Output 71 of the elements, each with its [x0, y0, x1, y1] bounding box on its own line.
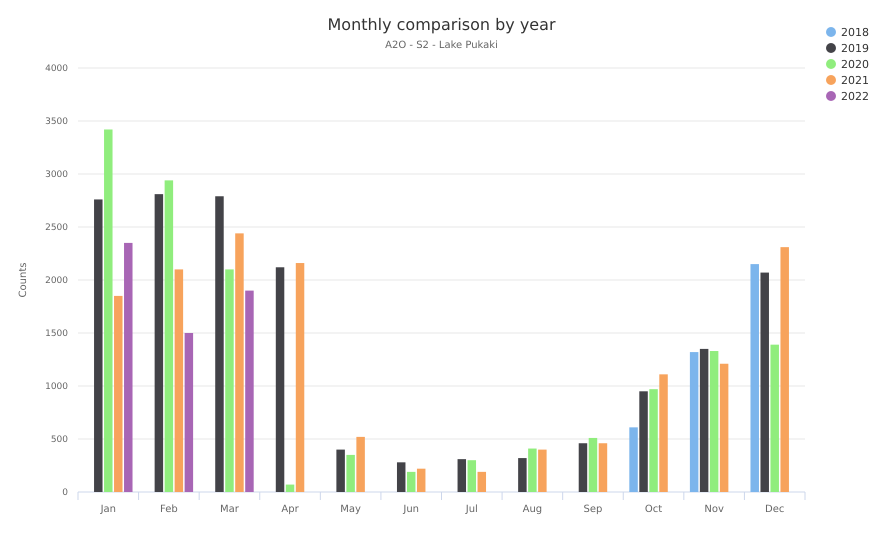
y-tick-label: 2500 — [45, 223, 68, 233]
bar — [94, 199, 103, 492]
x-tick-label: Sep — [584, 504, 602, 515]
bar — [396, 462, 406, 492]
bar — [286, 484, 294, 492]
y-tick-label: 3000 — [45, 170, 68, 180]
bar — [154, 194, 164, 492]
bar — [346, 454, 355, 492]
legend-label: 2022 — [841, 90, 869, 103]
x-tick-label: May — [340, 504, 362, 515]
bar — [468, 460, 476, 492]
y-axis-title: Counts — [18, 262, 29, 298]
bar — [406, 472, 416, 492]
bar — [700, 348, 708, 492]
bar — [659, 374, 668, 492]
legend-label: 2021 — [841, 74, 869, 87]
y-tick-label: 2000 — [45, 276, 68, 286]
bar — [690, 352, 698, 492]
bar — [174, 269, 184, 492]
x-tick-label: Oct — [644, 504, 662, 515]
bar — [518, 458, 527, 492]
bar — [184, 333, 194, 492]
chart-subtitle: A2O - S2 - Lake Pukaki — [385, 40, 498, 51]
bar — [215, 196, 224, 492]
bar — [336, 450, 345, 492]
bar — [356, 436, 365, 492]
bar — [245, 290, 254, 492]
x-tick-label: Feb — [160, 504, 178, 515]
bar — [578, 443, 588, 492]
bar — [235, 233, 244, 492]
bar — [639, 391, 648, 492]
y-tick-label: 1000 — [45, 382, 68, 392]
bar — [710, 351, 718, 492]
bar — [780, 247, 789, 492]
x-tick-label: Aug — [522, 504, 542, 515]
bar — [629, 427, 638, 492]
x-tick-label: Mar — [220, 504, 240, 515]
bar — [458, 459, 466, 492]
y-tick-label: 500 — [50, 435, 68, 445]
bar — [114, 296, 123, 492]
bar — [598, 443, 608, 492]
x-tick-label: Apr — [281, 504, 300, 515]
y-tick-label: 0 — [62, 488, 68, 498]
x-tick-label: Nov — [704, 504, 724, 515]
y-tick-label: 3500 — [45, 117, 68, 127]
legend-label: 2019 — [841, 42, 869, 55]
bar — [538, 450, 547, 492]
x-tick-label: Dec — [765, 504, 784, 515]
bar — [164, 180, 174, 492]
bar — [104, 129, 113, 492]
bar — [276, 267, 284, 492]
chart-title: Monthly comparison by year — [327, 15, 556, 34]
x-tick-label: Jul — [464, 504, 478, 515]
legend-label: 2020 — [841, 58, 869, 71]
y-tick-label: 4000 — [45, 64, 68, 74]
bar — [588, 438, 598, 492]
bar — [225, 269, 234, 492]
bar — [478, 472, 486, 492]
bar — [720, 364, 728, 492]
bar — [649, 389, 658, 492]
x-tick-label: Jan — [100, 504, 116, 515]
bar — [760, 272, 769, 492]
bar — [416, 468, 426, 492]
bar — [124, 242, 133, 492]
bar — [296, 263, 304, 492]
bar — [770, 344, 779, 492]
legend-label: 2018 — [841, 26, 869, 39]
x-tick-label: Jun — [402, 504, 420, 515]
y-tick-label: 1500 — [45, 329, 68, 339]
bar — [528, 448, 537, 492]
bar — [750, 264, 759, 492]
